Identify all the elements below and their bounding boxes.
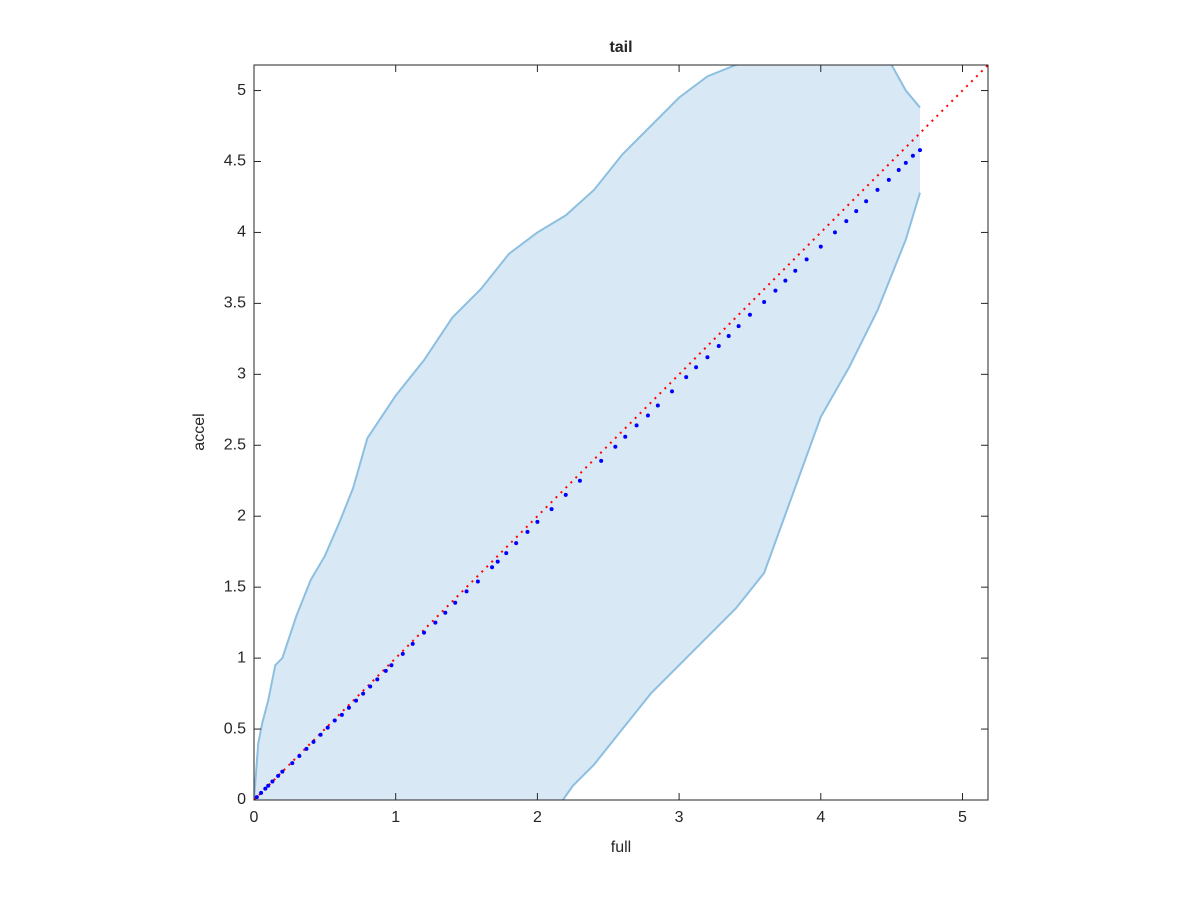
point: [910, 153, 915, 158]
point: [354, 698, 359, 703]
point: [263, 786, 268, 791]
point: [332, 718, 337, 723]
point: [389, 663, 394, 668]
x-axis-label: full: [611, 839, 631, 856]
point: [804, 257, 809, 262]
point: [290, 761, 295, 766]
y-tick-label: 4: [237, 224, 246, 241]
chart-title: tail: [609, 39, 632, 56]
point: [917, 148, 922, 153]
point: [311, 739, 316, 744]
point: [280, 769, 285, 774]
point: [270, 779, 275, 784]
axes: 0 1 2 3 4 5 0 0.5 1 1.5 2 2.5 3 3.5 4 4.5 5: [224, 64, 989, 826]
point: [684, 375, 689, 380]
y-tick-label: 4.5: [224, 153, 246, 170]
y-axis-label: accel: [191, 413, 208, 450]
point: [495, 559, 500, 564]
point: [875, 187, 880, 192]
point: [464, 589, 469, 594]
y-tick-label: 2.5: [224, 436, 246, 453]
point: [368, 684, 373, 689]
point: [613, 444, 618, 449]
point: [304, 746, 309, 751]
x-tick-label: 1: [391, 809, 400, 826]
reference-line: [254, 65, 988, 800]
point: [670, 389, 675, 394]
point: [339, 712, 344, 717]
point: [903, 160, 908, 165]
point: [318, 732, 323, 737]
point: [361, 691, 366, 696]
point: [896, 168, 901, 172]
x-tick-label: 4: [816, 809, 825, 826]
point: [783, 278, 788, 283]
point: [410, 641, 415, 646]
point: [259, 790, 264, 795]
point: [655, 403, 660, 408]
point: [623, 434, 628, 439]
y-tick-label: 3.5: [224, 295, 246, 312]
y-tick-label: 1: [237, 649, 246, 666]
point: [325, 725, 330, 730]
point: [577, 478, 582, 483]
x-tick-label: 2: [533, 809, 542, 826]
point: [705, 355, 710, 360]
point: [747, 312, 752, 317]
point: [716, 343, 721, 348]
point: [762, 299, 767, 304]
y-tick-label: 2: [237, 507, 246, 524]
x-tick-label: 0: [250, 809, 259, 826]
point: [549, 507, 554, 512]
point: [645, 413, 650, 418]
point: [864, 199, 869, 204]
point: [854, 209, 859, 214]
point: [254, 795, 259, 800]
point: [433, 620, 438, 625]
point: [266, 783, 271, 788]
point: [634, 423, 639, 428]
y-tick-label: 1.5: [224, 578, 246, 595]
point: [793, 268, 798, 273]
band-upper-edge: [254, 65, 921, 800]
point: [276, 773, 281, 778]
point: [443, 610, 448, 615]
band-lower-edge: [562, 192, 921, 800]
band-area: [254, 65, 920, 800]
point: [475, 579, 480, 584]
y-tick-label: 5: [237, 82, 246, 99]
point: [773, 288, 778, 293]
point: [422, 630, 427, 635]
point: [400, 651, 405, 656]
point: [383, 668, 388, 673]
point: [599, 458, 604, 463]
axes-box: [253, 64, 989, 801]
point: [818, 244, 823, 249]
point: [490, 565, 495, 570]
x-tick-label: 5: [958, 809, 967, 826]
point: [694, 365, 699, 370]
point: [504, 551, 509, 556]
point: [563, 492, 568, 497]
point: [514, 541, 519, 546]
y-tick-label: 0.5: [224, 720, 246, 737]
point: [525, 529, 530, 534]
point: [375, 677, 380, 682]
point: [297, 754, 302, 759]
point: [535, 519, 540, 524]
point: [726, 334, 731, 339]
point: [832, 230, 837, 235]
plot-area: [254, 65, 988, 800]
point: [886, 177, 891, 182]
y-tick-label: 0: [237, 791, 246, 808]
point: [736, 324, 741, 329]
point: [844, 219, 849, 224]
y-tick-label: 3: [237, 366, 246, 383]
point: [346, 705, 351, 710]
x-tick-label: 3: [675, 809, 684, 826]
point: [453, 600, 458, 605]
